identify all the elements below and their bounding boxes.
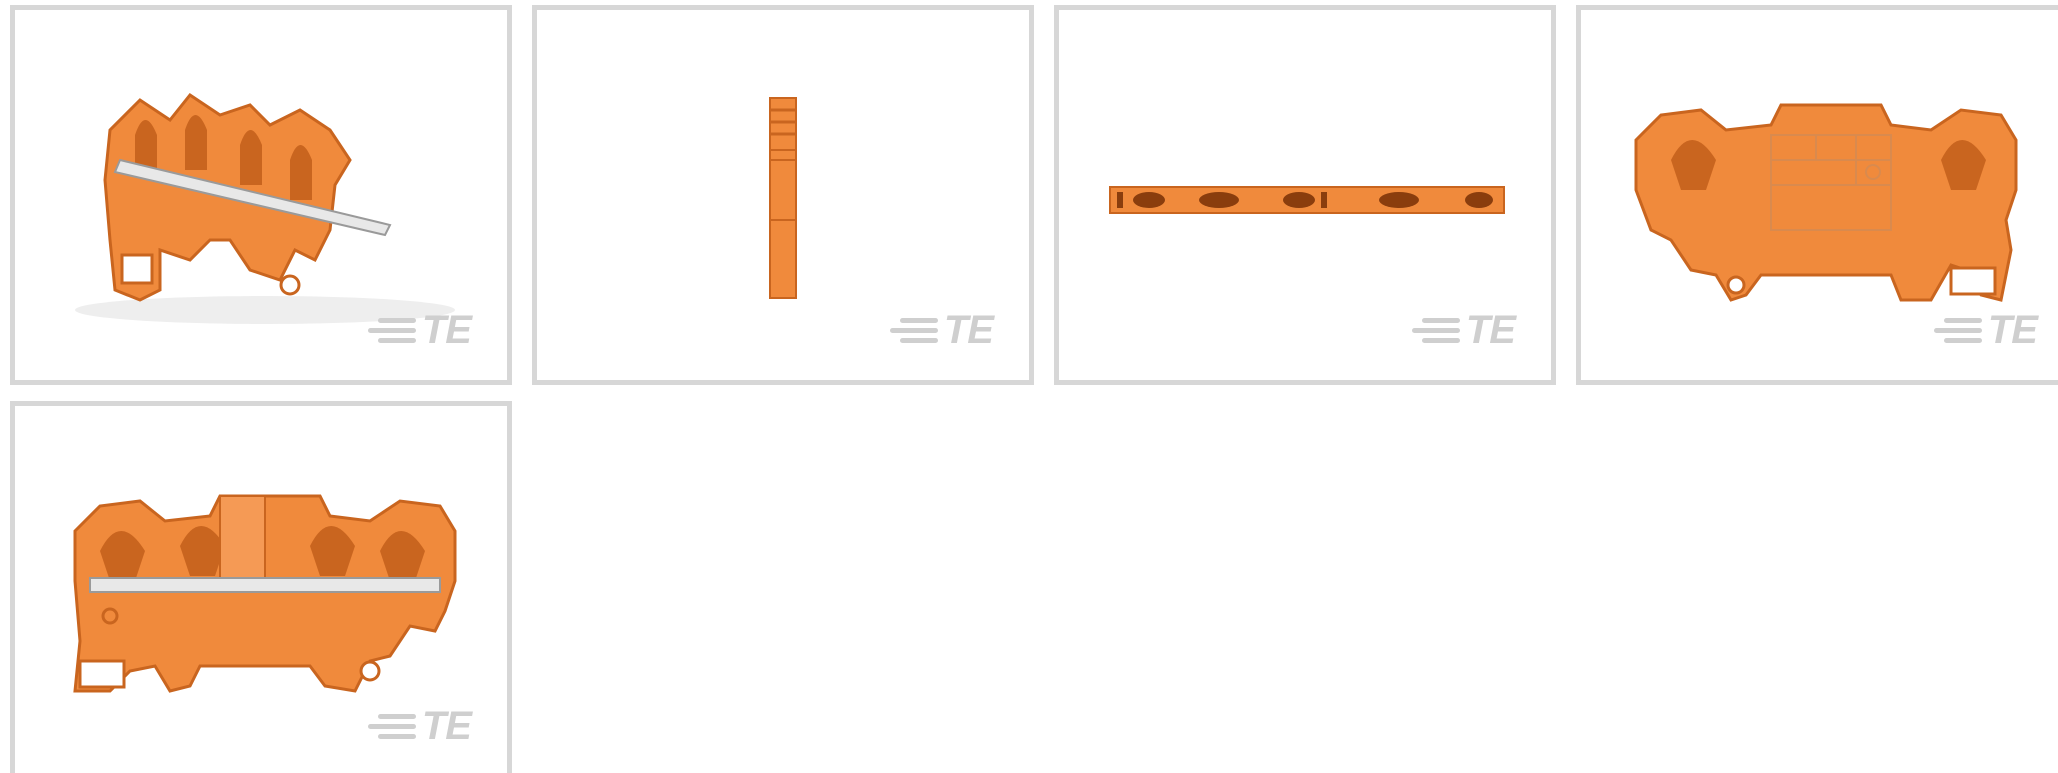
te-logo-icon [889, 317, 938, 343]
te-logo: TE [1933, 308, 2038, 352]
product-thumbnail-top[interactable]: TE [1054, 5, 1556, 385]
terminal-block-back-image [1634, 103, 2018, 302]
terminal-block-front-image [73, 494, 457, 693]
te-logo-icon [367, 317, 416, 343]
te-logo: TE [1411, 308, 1516, 352]
terminal-block-top-image [1109, 186, 1505, 214]
product-thumbnail-front[interactable]: TE [10, 401, 512, 773]
te-logo-text: TE [421, 704, 472, 748]
te-logo-icon [1411, 317, 1460, 343]
te-logo-icon [367, 713, 416, 739]
te-logo: TE [367, 308, 472, 352]
terminal-block-side-image [769, 97, 797, 299]
product-thumbnail-isometric[interactable]: TE [10, 5, 512, 385]
product-thumbnail-back[interactable]: TE [1576, 5, 2058, 385]
te-logo: TE [889, 308, 994, 352]
te-logo-text: TE [1465, 308, 1516, 352]
te-logo-icon [1933, 317, 1982, 343]
te-logo-text: TE [1987, 308, 2038, 352]
te-logo: TE [367, 704, 472, 748]
product-thumbnail-side[interactable]: TE [532, 5, 1034, 385]
te-logo-text: TE [421, 308, 472, 352]
te-logo-text: TE [943, 308, 994, 352]
terminal-block-isometric-image [75, 92, 455, 324]
